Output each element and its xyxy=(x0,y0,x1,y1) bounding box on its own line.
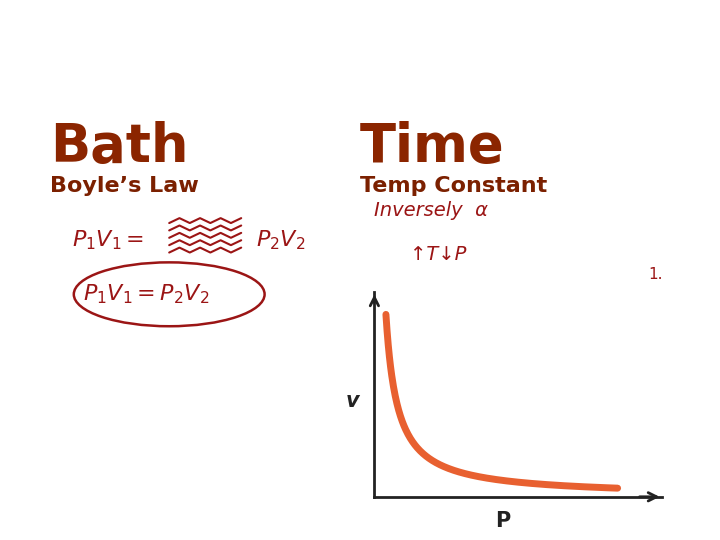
Text: Inversely  α: Inversely α xyxy=(374,201,488,220)
Text: Boyle’s Law: Boyle’s Law xyxy=(50,176,199,196)
Text: Bath: Bath xyxy=(50,121,189,173)
Text: $P_1V_1=$: $P_1V_1=$ xyxy=(72,228,144,252)
Text: Time: Time xyxy=(360,121,505,173)
Text: 1.: 1. xyxy=(648,267,662,282)
Text: $P_1V_1 = P_2V_2$: $P_1V_1 = P_2V_2$ xyxy=(83,282,210,306)
Text: v: v xyxy=(345,391,359,411)
Text: Temp Constant: Temp Constant xyxy=(360,176,547,196)
Text: $P_2V_2$: $P_2V_2$ xyxy=(256,228,305,252)
Text: ↑T↓P: ↑T↓P xyxy=(410,246,467,265)
Text: P: P xyxy=(495,511,510,531)
